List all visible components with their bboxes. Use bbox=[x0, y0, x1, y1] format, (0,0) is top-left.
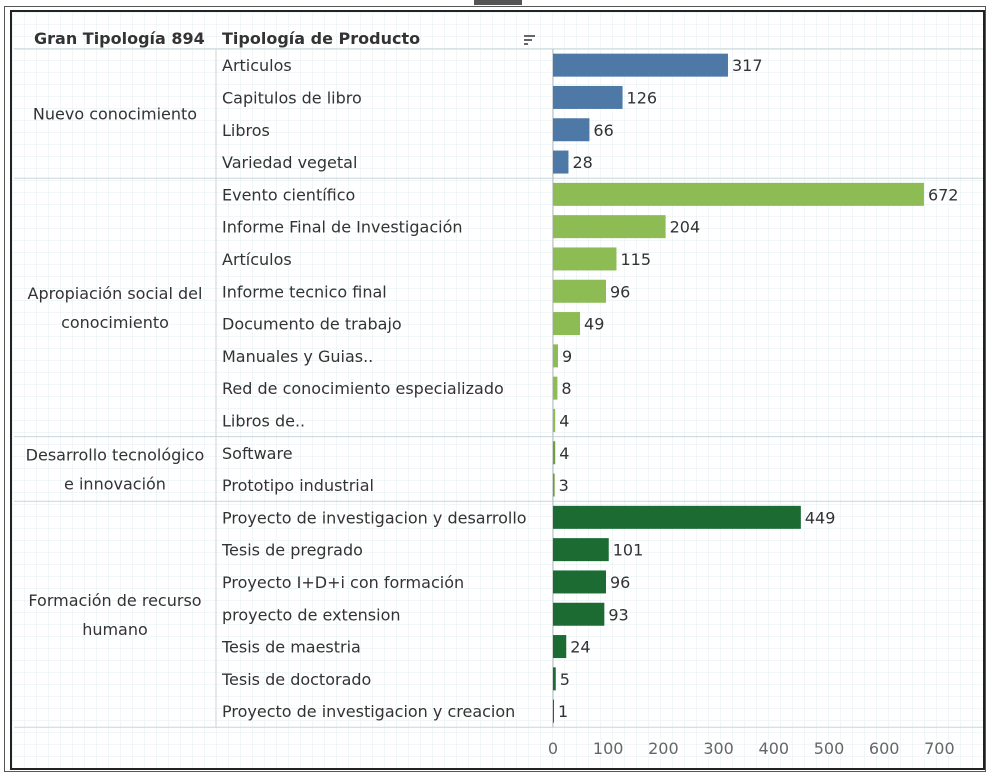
bar[interactable] bbox=[553, 118, 590, 142]
sort-descending-icon[interactable] bbox=[524, 35, 535, 45]
group-label[interactable]: Desarrollo tecnológico bbox=[26, 445, 205, 464]
bar[interactable] bbox=[553, 215, 666, 239]
category-label[interactable]: Software bbox=[222, 444, 293, 463]
x-tick-label: 700 bbox=[924, 739, 955, 758]
category-label[interactable]: Proyecto de investigacion y desarrollo bbox=[222, 508, 527, 527]
data-label: 115 bbox=[620, 250, 651, 269]
category-label[interactable]: Informe Final de Investigación bbox=[222, 218, 463, 237]
background-grid bbox=[12, 12, 983, 768]
category-label[interactable]: Proyecto de investigacion y creacion bbox=[222, 702, 515, 721]
bar[interactable] bbox=[553, 473, 555, 497]
category-label[interactable]: Tesis de maestria bbox=[221, 638, 361, 657]
bar[interactable] bbox=[553, 150, 569, 174]
bar[interactable] bbox=[553, 635, 567, 659]
category-label[interactable]: Red de conocimiento especializado bbox=[222, 379, 504, 398]
bar[interactable] bbox=[553, 538, 609, 562]
category-label[interactable]: Evento científico bbox=[222, 185, 355, 204]
group-column-header[interactable]: Gran Tipología 894 bbox=[34, 29, 205, 48]
x-tick-label: 0 bbox=[548, 739, 558, 758]
data-label: 96 bbox=[610, 573, 630, 592]
data-label: 4 bbox=[559, 444, 569, 463]
bar[interactable] bbox=[553, 376, 558, 400]
bar[interactable] bbox=[553, 85, 623, 109]
dashboard-frame bbox=[4, 6, 986, 772]
category-label[interactable]: Tesis de doctorado bbox=[221, 670, 371, 689]
data-label: 3 bbox=[559, 476, 569, 495]
category-label[interactable]: Documento de trabajo bbox=[222, 315, 402, 334]
data-label: 28 bbox=[572, 153, 592, 172]
category-label[interactable]: Prototipo industrial bbox=[222, 476, 374, 495]
data-label: 5 bbox=[560, 670, 570, 689]
x-axis: 0 100 200 300 400 500 600 700 bbox=[548, 739, 955, 758]
data-label: 101 bbox=[613, 541, 644, 560]
data-label: 24 bbox=[570, 638, 590, 657]
data-label: 317 bbox=[732, 56, 763, 75]
data-label: 96 bbox=[610, 282, 630, 301]
bar[interactable] bbox=[553, 570, 606, 594]
x-tick-label: 200 bbox=[648, 739, 679, 758]
group-label[interactable]: Apropiación social del bbox=[28, 284, 203, 303]
chart-frame bbox=[10, 10, 985, 770]
bar[interactable] bbox=[553, 344, 558, 368]
group-label[interactable]: conocimiento bbox=[61, 313, 169, 332]
data-label: 126 bbox=[627, 88, 658, 107]
bar[interactable] bbox=[553, 667, 556, 691]
window-top-tab bbox=[474, 0, 522, 5]
bar[interactable] bbox=[553, 699, 554, 723]
data-label: 66 bbox=[593, 121, 613, 140]
bar[interactable] bbox=[553, 408, 556, 432]
data-label: 9 bbox=[562, 347, 572, 366]
group-label[interactable]: Formación de recurso bbox=[28, 591, 201, 610]
group-label[interactable]: Nuevo conocimiento bbox=[33, 105, 197, 124]
data-label: 1 bbox=[558, 702, 568, 721]
bar[interactable] bbox=[553, 53, 728, 77]
x-tick-label: 500 bbox=[814, 739, 845, 758]
bar[interactable] bbox=[553, 441, 556, 465]
category-label[interactable]: proyecto de extension bbox=[222, 605, 401, 624]
bar[interactable] bbox=[553, 505, 801, 529]
category-column-header[interactable]: Tipología de Producto bbox=[222, 29, 420, 48]
bar[interactable] bbox=[553, 279, 606, 303]
group-label[interactable]: humano bbox=[82, 620, 148, 639]
bar[interactable] bbox=[553, 312, 581, 336]
x-tick-label: 300 bbox=[703, 739, 734, 758]
category-label[interactable]: Articulos bbox=[222, 56, 292, 75]
data-label: 4 bbox=[559, 411, 569, 430]
data-label: 672 bbox=[928, 185, 959, 204]
category-label[interactable]: Proyecto I+D+i con formación bbox=[222, 573, 464, 592]
bar[interactable] bbox=[553, 182, 924, 206]
data-label: 204 bbox=[670, 218, 701, 237]
data-label: 49 bbox=[584, 315, 604, 334]
category-label[interactable]: Libros de.. bbox=[222, 411, 305, 430]
bar[interactable] bbox=[553, 602, 605, 626]
category-label[interactable]: Libros bbox=[222, 121, 270, 140]
data-label: 93 bbox=[608, 605, 628, 624]
bar[interactable] bbox=[553, 247, 617, 271]
group-label[interactable]: e innovación bbox=[64, 474, 166, 493]
category-label[interactable]: Artículos bbox=[222, 250, 292, 269]
x-tick-label: 600 bbox=[869, 739, 900, 758]
x-tick-label: 100 bbox=[593, 739, 624, 758]
category-label[interactable]: Capitulos de libro bbox=[222, 88, 362, 107]
x-tick-label: 400 bbox=[759, 739, 790, 758]
category-label[interactable]: Manuales y Guias.. bbox=[222, 347, 373, 366]
category-label[interactable]: Tesis de pregrado bbox=[221, 541, 363, 560]
data-label: 449 bbox=[805, 508, 836, 527]
data-label: 8 bbox=[561, 379, 571, 398]
category-label[interactable]: Variedad vegetal bbox=[222, 153, 357, 172]
category-label[interactable]: Informe tecnico final bbox=[222, 282, 387, 301]
